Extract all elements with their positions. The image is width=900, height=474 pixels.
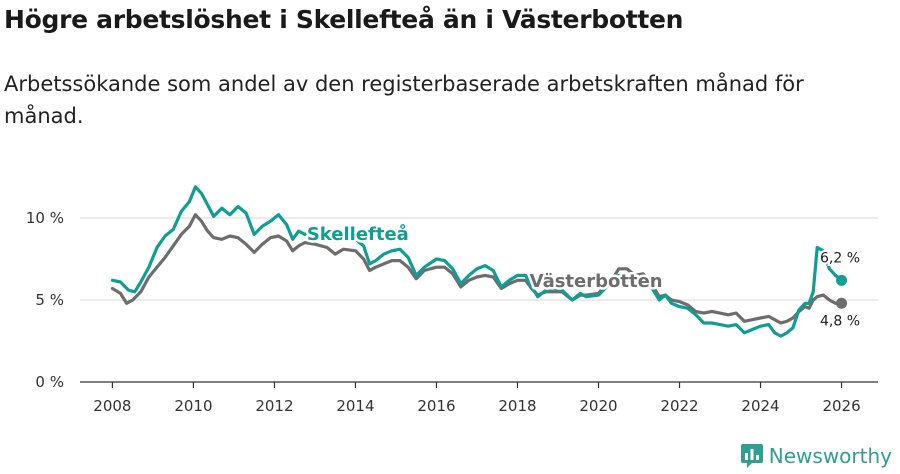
x-tick-label: 2008 [93, 397, 131, 415]
chart-subtitle: Arbetssökande som andel av den registerb… [4, 72, 804, 128]
y-tick-label: 0 % [35, 373, 64, 391]
series-line-skelleftea [110, 185, 844, 338]
x-tick-label: 2016 [417, 397, 455, 415]
series-labels: Skellefteå Västerbotten 6,2 % 4,8 % [304, 221, 862, 332]
x-tick-label: 2022 [660, 397, 698, 415]
x-tick-label: 2014 [336, 397, 374, 415]
end-value-label: 4,8 % [820, 313, 860, 329]
x-tick-label: 2024 [741, 397, 779, 415]
end-value-label: 6,2 % [820, 250, 860, 266]
y-axis-labels: 0 % 5 % 10 % [26, 209, 64, 391]
brand-name: Newsworthy [768, 444, 892, 468]
series-line-vasterbotten [110, 213, 844, 325]
x-tick-label: 2018 [498, 397, 536, 415]
x-tick-label: 2020 [579, 397, 617, 415]
y-tick-label: 5 % [35, 291, 64, 309]
y-tick-label: 10 % [26, 209, 64, 227]
series-label: Västerbotten [530, 271, 663, 292]
brand-logo: Newsworthy [740, 444, 892, 468]
series-end-point [836, 274, 848, 286]
x-tick-label: 2012 [255, 397, 293, 415]
series-label: Skellefteå [307, 223, 409, 245]
series-end-point [836, 297, 848, 309]
x-tick-label: 2010 [174, 397, 212, 415]
x-tick-label: 2026 [822, 397, 860, 415]
grid-lines [80, 217, 878, 301]
series-lines [110, 185, 848, 338]
x-axis: 2008 2010 2012 2014 2016 2018 2020 2022 2024 2026 [80, 381, 878, 415]
newsworthy-logo-icon [740, 444, 763, 468]
chart-title: Högre arbetslöshet i Skellefteå än i Väs… [4, 5, 684, 34]
